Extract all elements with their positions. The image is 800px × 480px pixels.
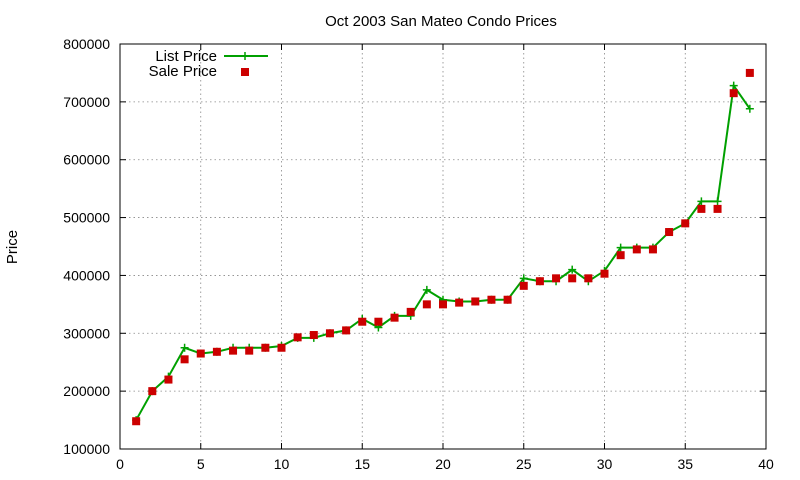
x-tick-label: 10 [274, 456, 290, 472]
data-point-square [277, 343, 286, 352]
data-point-square [132, 417, 141, 426]
data-point-square [212, 347, 221, 356]
data-point-square [487, 295, 496, 304]
data-point-square [552, 274, 561, 283]
data-point-square [745, 68, 754, 77]
data-point-square [148, 387, 157, 396]
legend: List Price Sale Price [149, 48, 268, 80]
data-point-square [519, 281, 528, 290]
legend-marker-sale-price [241, 68, 249, 76]
data-point-cross [697, 197, 706, 206]
y-tick-label: 800000 [63, 36, 110, 52]
data-point-square [439, 300, 447, 309]
data-point-cross [713, 197, 722, 206]
data-point-square [390, 313, 399, 322]
legend-label-list-price: List Price [155, 48, 217, 65]
y-tick-label: 700000 [63, 94, 110, 110]
x-tick-label: 15 [354, 456, 370, 472]
data-point-square [358, 317, 367, 326]
data-point-square [681, 219, 690, 228]
tick-layer: 0 5 10 15 20 25 30 35 40 100000 200000 300000 400000… [63, 36, 774, 472]
data-point-square [164, 375, 173, 384]
data-point-square [616, 251, 625, 260]
grid-layer [120, 44, 766, 449]
x-tick-label: 5 [197, 456, 205, 472]
y-tick-label: 600000 [63, 152, 110, 168]
x-tick-label: 25 [516, 456, 532, 472]
data-point-square [422, 300, 431, 309]
y-tick-label: 300000 [63, 325, 110, 341]
y-tick-label: 500000 [63, 210, 110, 226]
data-point-square [374, 317, 383, 326]
data-point-square [632, 245, 641, 254]
data-point-square [697, 204, 706, 213]
data-point-square [406, 307, 415, 316]
data-point-cross [616, 243, 625, 252]
data-point-square [245, 346, 254, 355]
data-point-square [535, 277, 544, 286]
series-1 [132, 68, 754, 426]
legend-marker-list-price [241, 52, 249, 60]
x-tick-label: 30 [597, 456, 613, 472]
x-tick-label: 35 [677, 456, 693, 472]
y-axis-label: Price [4, 230, 21, 264]
data-point-square [196, 349, 205, 358]
data-point-square [455, 298, 464, 307]
data-point-square [729, 89, 738, 98]
data-point-cross [568, 265, 577, 274]
x-tick-label: 0 [116, 456, 124, 472]
data-point-square [568, 274, 577, 283]
y-tick-label: 400000 [63, 267, 110, 283]
data-point-square [584, 274, 593, 283]
series-line [135, 82, 751, 421]
data-point-cross [519, 274, 528, 283]
data-point-cross [180, 343, 189, 352]
data-point-square [342, 326, 351, 335]
data-point-square [309, 331, 318, 340]
series-layer [132, 68, 754, 426]
y-tick-label: 100000 [63, 441, 110, 457]
data-point-square [648, 245, 657, 254]
data-point-square [229, 346, 238, 355]
data-point-square [665, 228, 674, 237]
data-point-square [600, 269, 609, 278]
x-tick-label: 20 [435, 456, 451, 472]
chart-title: Oct 2003 San Mateo Condo Prices [325, 13, 557, 30]
data-point-square [293, 333, 302, 342]
data-point-square [713, 204, 722, 213]
data-point-square [180, 355, 189, 364]
legend-label-sale-price: Sale Price [149, 63, 217, 80]
data-point-cross [745, 104, 754, 113]
data-point-square [325, 329, 334, 338]
data-point-cross [729, 81, 738, 90]
x-tick-label: 40 [758, 456, 774, 472]
y-tick-label: 200000 [63, 383, 110, 399]
data-point-square [261, 343, 270, 352]
data-point-cross [422, 285, 431, 294]
data-point-square [503, 295, 512, 304]
data-point-square [471, 297, 480, 306]
